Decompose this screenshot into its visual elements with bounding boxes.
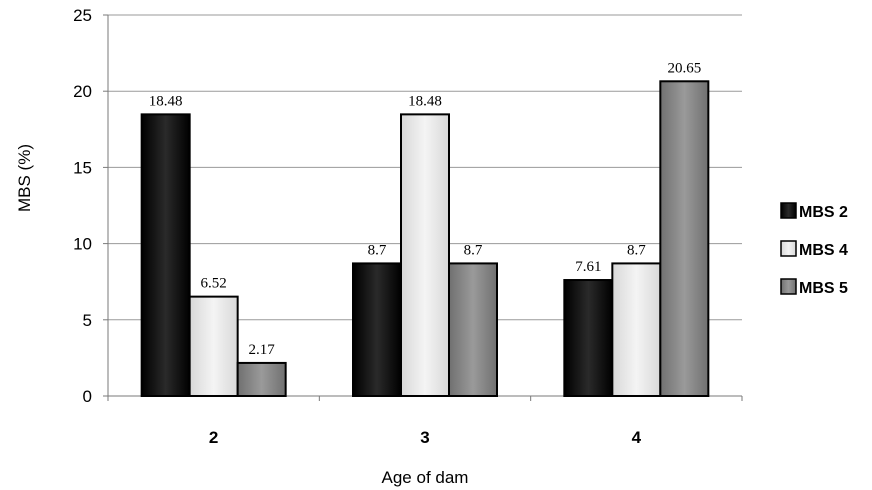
data-label: 6.52	[201, 276, 227, 292]
y-tick-label: 15	[73, 158, 92, 177]
bar	[352, 262, 402, 397]
data-label: 7.61	[575, 259, 601, 275]
data-label: 18.48	[408, 93, 442, 109]
x-tick-label: 4	[632, 428, 642, 447]
bar	[188, 295, 239, 397]
y-tick-label: 0	[83, 387, 92, 406]
x-tick-label: 3	[420, 428, 429, 447]
y-tick-label: 25	[73, 6, 92, 25]
bar	[236, 361, 287, 397]
data-label: 18.48	[149, 93, 183, 109]
legend-swatch	[780, 202, 797, 219]
bar	[140, 113, 191, 397]
data-label: 8.7	[627, 242, 646, 258]
y-tick-label: 10	[73, 235, 92, 254]
bar	[448, 262, 498, 397]
legend-swatch	[780, 240, 797, 257]
legend-swatch	[780, 278, 797, 295]
data-label: 2.17	[249, 342, 276, 358]
data-label: 8.7	[368, 242, 387, 258]
y-tick-label: 5	[83, 311, 92, 330]
legend-label: MBS 2	[799, 204, 848, 221]
x-axis-title: Age of dam	[382, 468, 469, 487]
data-labels: 18.48 6.52 2.17 8.7 18.48 8.7 7.61 8.7 20.65	[149, 60, 701, 358]
bar	[659, 80, 710, 397]
legend-label: MBS 5	[799, 280, 848, 297]
data-label: 20.65	[667, 60, 701, 76]
data-label: 8.7	[464, 242, 483, 258]
legend-label: MBS 4	[799, 242, 848, 259]
bar	[400, 113, 450, 397]
bar	[611, 262, 662, 397]
x-tick-label: 2	[209, 428, 218, 447]
y-tick-label: 20	[73, 82, 92, 101]
y-axis-title: MBS (%)	[15, 144, 34, 212]
bar	[563, 279, 614, 397]
bars	[140, 80, 710, 397]
legend: MBS 2 MBS 4 MBS 5	[780, 202, 848, 297]
